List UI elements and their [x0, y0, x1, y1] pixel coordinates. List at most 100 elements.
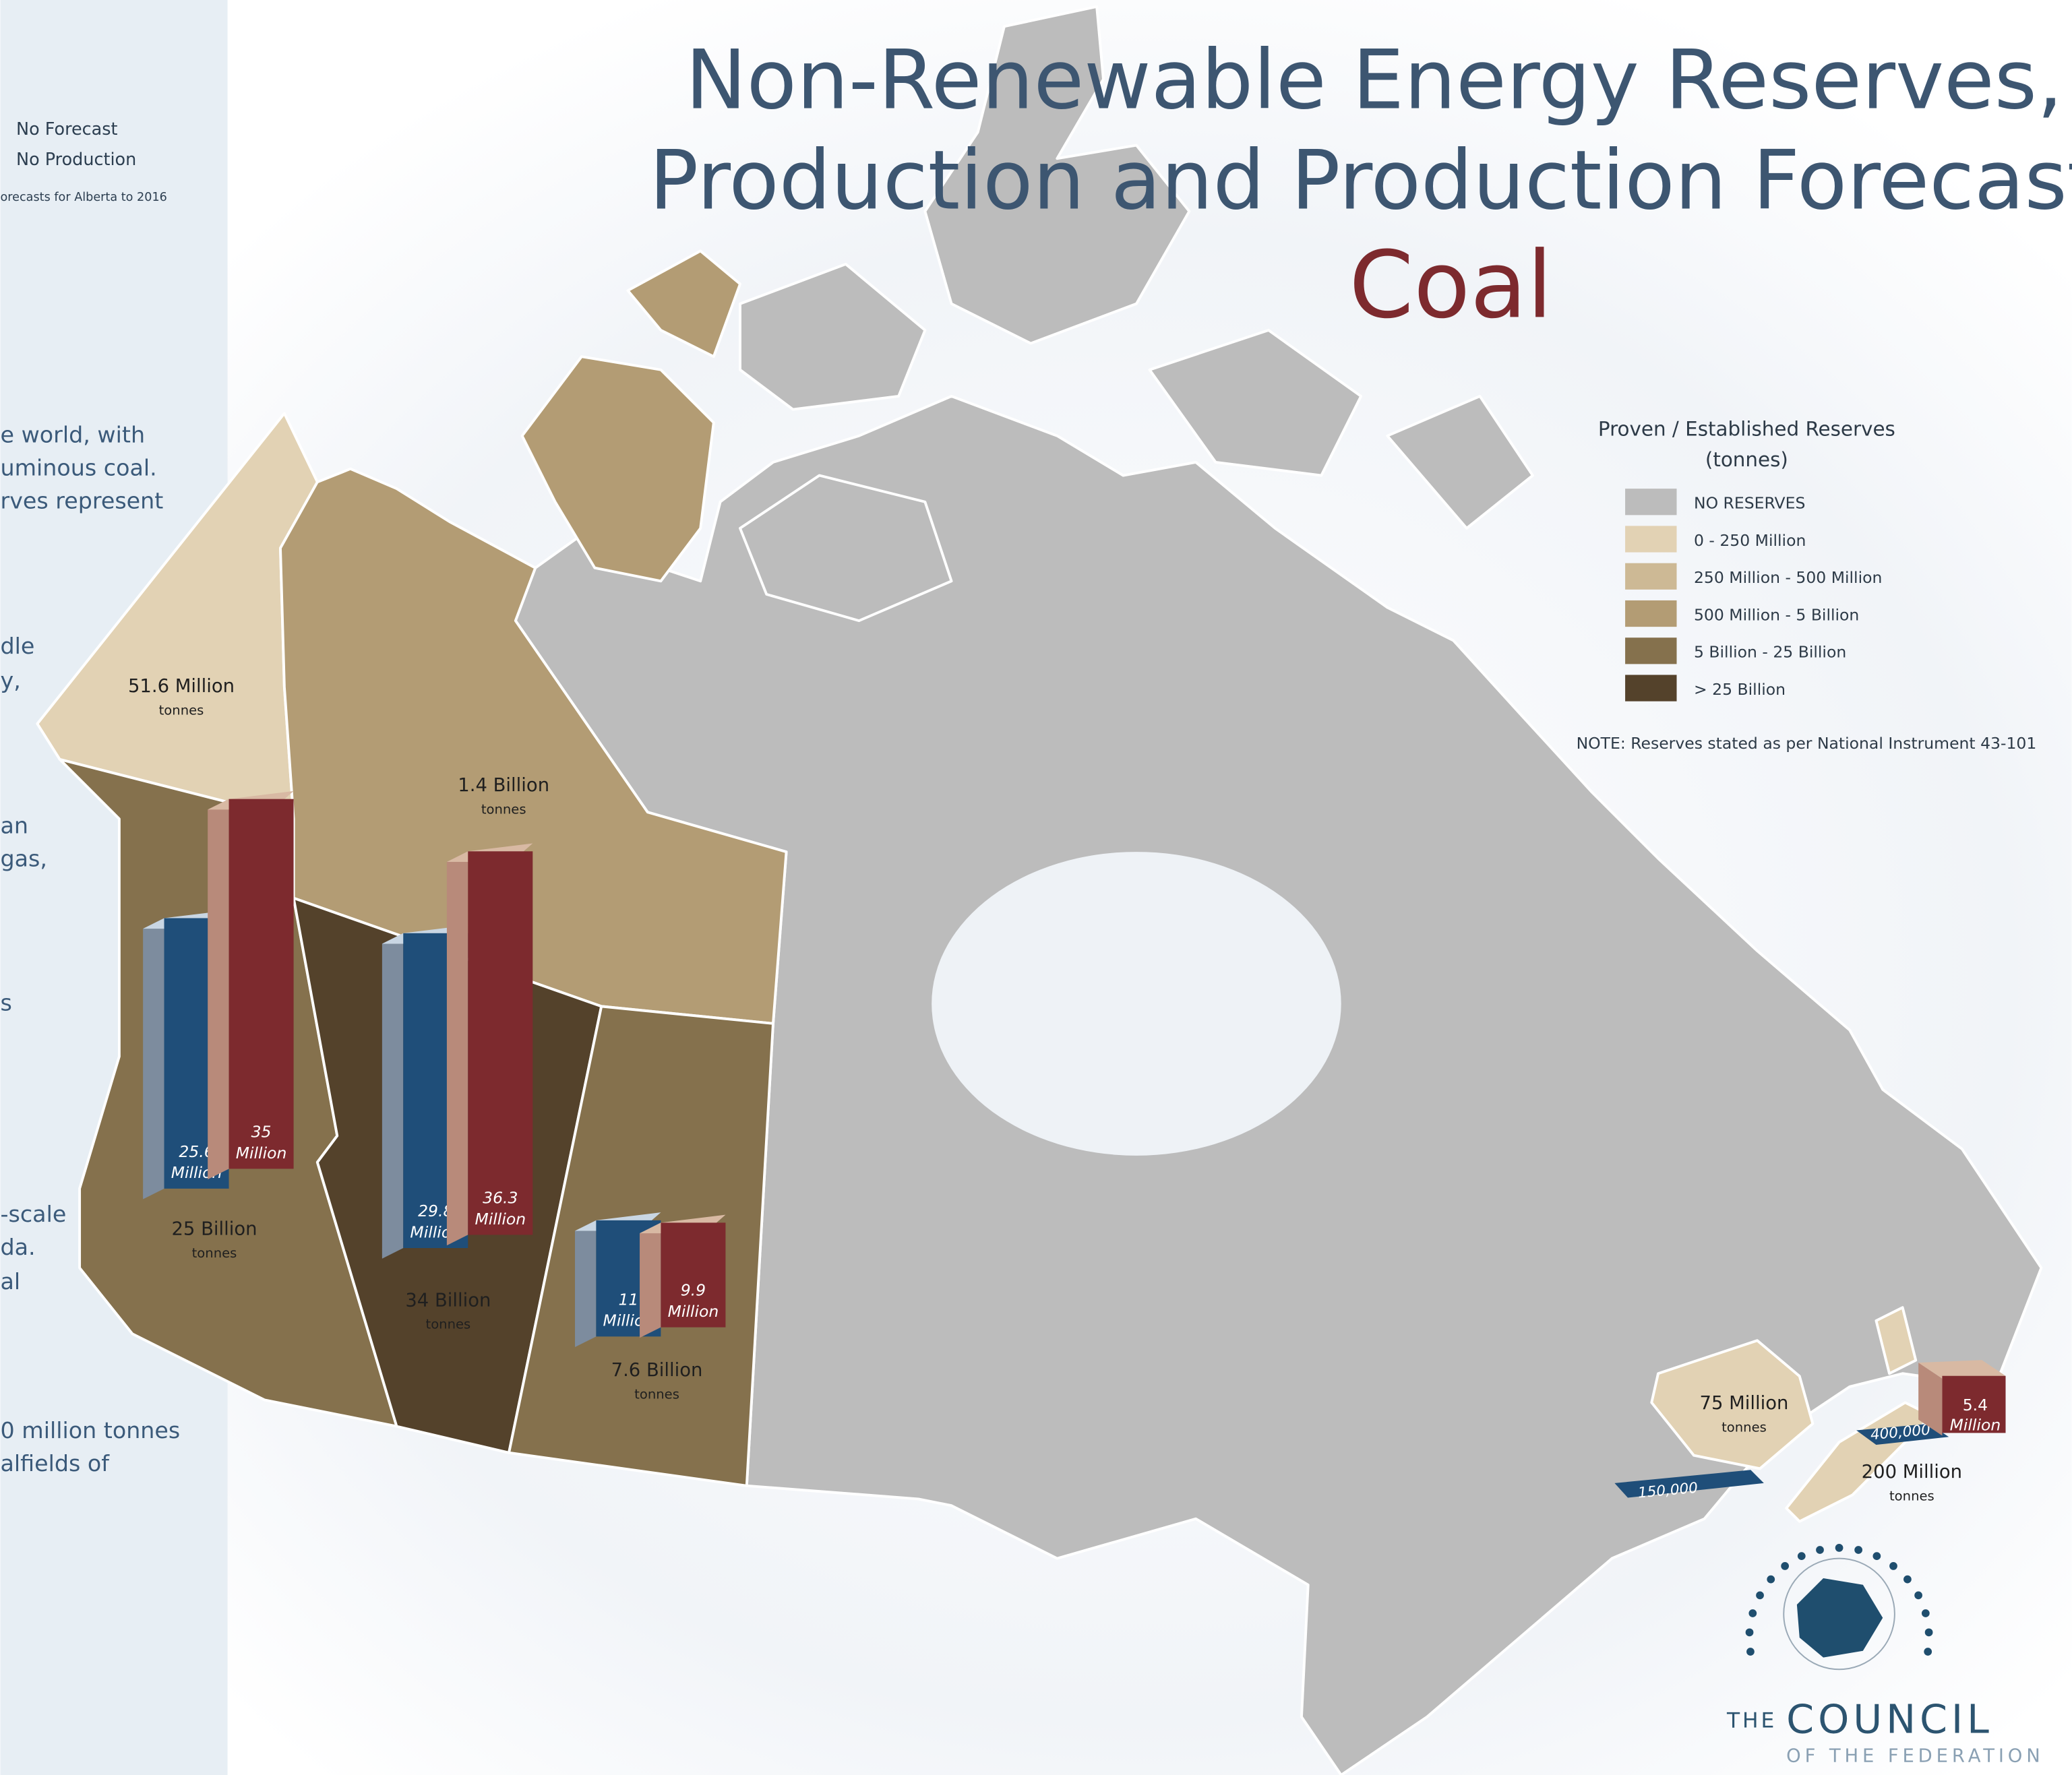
logo-the: THE	[1726, 1708, 1777, 1733]
legend-swatch	[1625, 675, 1677, 702]
flat-bar	[1856, 1423, 1949, 1445]
region-500m-5b	[626, 249, 741, 359]
reserve-amount: 200 Million	[1862, 1462, 1962, 1483]
side-text-line: 0 million tonnes	[1, 1417, 181, 1443]
logo-dot	[1816, 1546, 1824, 1554]
reserve-labels: 51.6 Million tonnes 1.4 Billion tonnes 25 Bi…	[128, 676, 1962, 1503]
legend-title: (tonnes)	[1705, 448, 1788, 471]
logo-dot	[1854, 1546, 1863, 1554]
side-footnote: orecasts for Alberta to 2016	[1, 191, 167, 204]
legend-swatch	[1625, 563, 1677, 590]
bar	[468, 851, 533, 1235]
logo-map	[1796, 1578, 1883, 1658]
bar-unit: Million	[668, 1302, 719, 1321]
logo-dots	[1745, 1544, 1933, 1656]
region-500m-5b	[520, 355, 715, 583]
bar-value: 11	[618, 1290, 638, 1309]
logo-dot	[1924, 1628, 1933, 1637]
bar-side	[575, 1220, 597, 1348]
logo-dot	[1921, 1609, 1930, 1617]
subtitle: Coal	[1349, 232, 1552, 339]
legend-swatch	[1625, 637, 1677, 664]
production-bars: 25.6Million35Million29.8Million36.3Milli…	[143, 790, 2006, 1436]
flat-bar	[1614, 1470, 1764, 1498]
logo-sub: OF THE FEDERATION	[1786, 1745, 2044, 1766]
logo-dot	[1903, 1575, 1912, 1584]
bar-side	[446, 851, 468, 1246]
reserve-unit: tonnes	[634, 1386, 679, 1402]
side-key: No Forecast	[16, 119, 118, 139]
title-line: Production and Production Forecast	[649, 133, 2072, 228]
side-text-line: s	[1, 989, 12, 1016]
side-text-line: an	[1, 813, 29, 839]
bar-value: 36.3	[483, 1188, 518, 1207]
region-cape-breton	[1875, 1306, 1918, 1375]
legend-label: 500 Million - 5 Billion	[1694, 605, 1859, 624]
bar-side	[208, 799, 229, 1180]
legend: NO RESERVES 0 - 250 Million 250 Million - …	[1625, 489, 1882, 702]
logo-dot	[1746, 1648, 1755, 1656]
legend-label: 250 Million - 500 Million	[1694, 568, 1882, 587]
bar-unit: Million	[236, 1144, 287, 1162]
bar-unit: Million	[475, 1210, 526, 1228]
bar-side	[640, 1222, 661, 1338]
bar-top	[1918, 1360, 2006, 1379]
reserve-unit: tonnes	[192, 1245, 237, 1261]
legend-label: NO RESERVES	[1694, 494, 1805, 513]
legend-label: 0 - 250 Million	[1694, 531, 1806, 550]
legend-swatch	[1625, 526, 1677, 553]
legend-label: 5 Billion - 25 Billion	[1694, 643, 1846, 662]
reserve-amount: 34 Billion	[405, 1290, 491, 1311]
logo-dot	[1767, 1575, 1775, 1584]
logo-dot	[1835, 1544, 1844, 1552]
logo: THE COUNCIL OF THE FEDERATION	[1726, 1544, 2044, 1766]
side-text-line: gas,	[1, 846, 47, 872]
island	[739, 263, 927, 411]
reserve-unit: tonnes	[1721, 1419, 1767, 1435]
side-text-line: da.	[1, 1234, 36, 1260]
bar	[1942, 1375, 2006, 1433]
legend-swatch	[1625, 600, 1677, 627]
logo-dot	[1781, 1562, 1790, 1570]
bar-side	[1918, 1363, 1943, 1436]
reserve-amount: 75 Million	[1700, 1393, 1789, 1414]
island	[739, 474, 953, 623]
legend-note: NOTE: Reserves stated as per National In…	[1577, 734, 2037, 753]
legend-label: > 25 Billion	[1694, 680, 1786, 699]
island	[923, 5, 1191, 345]
logo-dot	[1748, 1609, 1757, 1617]
side-key: No Production	[16, 150, 136, 170]
reserve-amount: 25 Billion	[171, 1218, 257, 1239]
reserve-amount: 51.6 Million	[128, 676, 235, 697]
side-text-line: y,	[1, 667, 21, 693]
legend-title: Proven / Established Reserves	[1598, 418, 1895, 441]
side-text-line: e world, with	[1, 422, 146, 448]
reserve-unit: tonnes	[1889, 1488, 1934, 1503]
legend-swatch	[1625, 489, 1677, 516]
side-text-line: alfields of	[1, 1450, 111, 1476]
side-text-line: rves represent	[1, 488, 164, 514]
bar-label: Million	[1950, 1415, 2001, 1434]
logo-dot	[1914, 1591, 1922, 1600]
bar-label: 5.4	[1963, 1396, 1988, 1414]
island	[1386, 394, 1534, 530]
reserve-amount: 7.6 Billion	[611, 1360, 703, 1381]
map	[36, 5, 2043, 1775]
side-text: e world, with uminous coal. rves represent…	[1, 422, 181, 1477]
side-text-line: -scale	[1, 1201, 67, 1227]
side-text-line: dle	[1, 633, 35, 659]
reserve-unit: tonnes	[159, 702, 204, 718]
logo-dot	[1924, 1648, 1932, 1656]
bar-value: 35	[251, 1122, 272, 1141]
reserve-amount: 1.4 Billion	[458, 775, 549, 796]
side-text-line: uminous coal.	[1, 455, 157, 481]
logo-dot	[1889, 1562, 1897, 1570]
title-line: Non-Renewable Energy Reserves,	[685, 32, 2063, 128]
logo-dot	[1756, 1591, 1764, 1600]
bar	[228, 799, 294, 1169]
island	[1148, 328, 1363, 477]
bar-side	[382, 933, 404, 1259]
logo-globe	[1783, 1557, 1895, 1671]
hudson-bay	[932, 852, 1341, 1156]
